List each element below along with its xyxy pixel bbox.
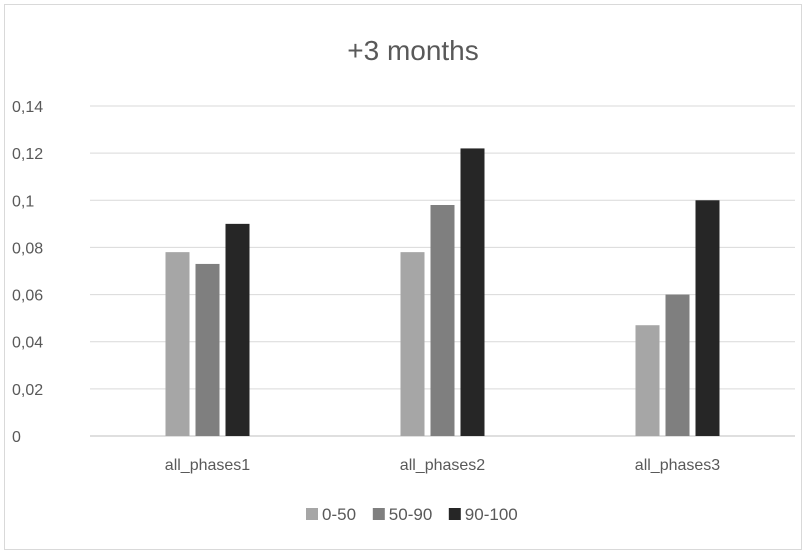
bars (165, 148, 720, 436)
x-axis-ticks: all_phases1 all_phases2 all_phases3 (165, 457, 721, 474)
y-tick-label: 0,12 (12, 146, 43, 163)
legend-swatch (306, 508, 318, 520)
y-tick-label: 0,06 (12, 288, 43, 305)
x-tick-label: all_phases1 (165, 457, 251, 474)
bar-50-90-all_phases3 (665, 294, 690, 436)
legend-swatch (372, 508, 385, 520)
y-tick-label: 0,02 (12, 382, 43, 399)
legend: 0-50 50-90 90-100 (306, 505, 518, 524)
y-tick-label: 0,08 (12, 240, 43, 257)
bar-90-100-all_phases2 (460, 148, 485, 436)
x-tick-label: all_phases3 (635, 457, 721, 474)
bar-50-90-all_phases1 (195, 263, 220, 436)
y-tick-label: 0 (12, 429, 21, 446)
y-tick-label: 0,1 (12, 193, 34, 210)
legend-swatch (448, 508, 461, 520)
legend-label: 90-100 (465, 505, 518, 524)
y-tick-label: 0,14 (12, 99, 43, 116)
y-tick-label: 0,04 (12, 335, 43, 352)
bar-90-100-all_phases1 (225, 223, 250, 436)
bar-50-90-all_phases2 (430, 205, 455, 436)
bar-0-50-all_phases3 (635, 325, 660, 436)
bar-90-100-all_phases3 (695, 200, 720, 436)
bar-0-50-all_phases2 (400, 252, 425, 436)
legend-label: 0-50 (322, 505, 356, 524)
bar-0-50-all_phases1 (165, 252, 190, 436)
y-axis-ticks: 0 0,02 0,04 0,06 0,08 0,1 0,12 0,14 (12, 99, 43, 446)
x-tick-label: all_phases2 (400, 457, 486, 474)
legend-label: 50-90 (389, 505, 432, 524)
chart-title: +3 months (347, 35, 479, 66)
